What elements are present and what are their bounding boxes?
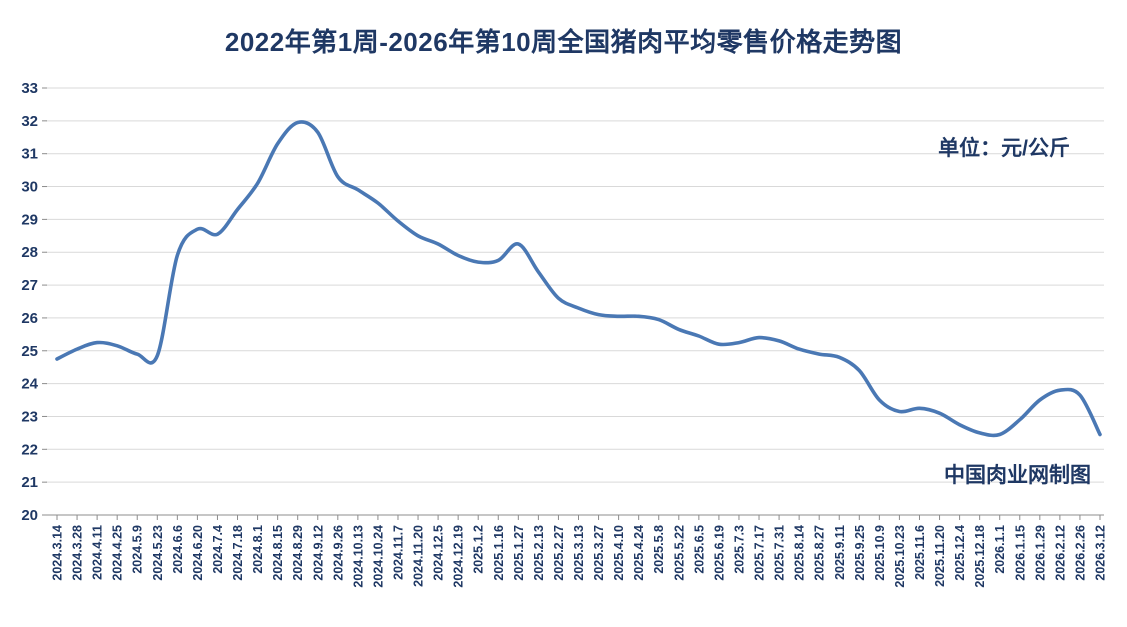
y-axis-label: 23 xyxy=(21,408,38,425)
x-axis-label: 2025.8.27 xyxy=(813,525,827,581)
y-axis-label: 30 xyxy=(21,179,38,196)
x-axis-label: 2026.1.29 xyxy=(1033,525,1047,581)
x-axis-label: 2024.10.13 xyxy=(351,525,365,588)
x-axis-label: 2025.9.25 xyxy=(853,525,867,581)
x-axis-label: 2025.5.22 xyxy=(672,525,686,581)
x-axis-label: 2025.7.3 xyxy=(732,525,746,574)
x-axis-label: 2024.11.20 xyxy=(412,525,426,587)
x-axis-label: 2025.12.4 xyxy=(953,525,967,581)
x-axis-label: 2025.1.2 xyxy=(472,525,486,574)
x-axis-label: 2024.12.19 xyxy=(452,525,466,588)
x-axis-label: 2025.4.24 xyxy=(632,525,646,581)
y-axis-label: 28 xyxy=(21,244,38,261)
x-axis-label: 2025.4.10 xyxy=(612,525,626,581)
x-axis-label: 2025.6.5 xyxy=(692,525,706,574)
x-axis-label: 2026.2.26 xyxy=(1073,525,1087,581)
y-axis-label: 31 xyxy=(21,146,38,163)
x-axis-label: 2025.2.13 xyxy=(532,525,546,581)
price-series-line xyxy=(55,120,1102,438)
x-axis-label: 2024.8.15 xyxy=(271,525,285,581)
y-axis-label: 20 xyxy=(21,507,38,524)
x-axis-label: 2024.8.1 xyxy=(251,525,265,574)
x-axis-label: 2024.7.18 xyxy=(231,525,245,581)
x-axis-label: 2025.3.27 xyxy=(592,525,606,581)
x-axis-label: 2026.2.12 xyxy=(1053,525,1067,581)
unit-label: 单位：元/公斤 xyxy=(938,137,1070,160)
chart-title: 2022年第1周-2026年第10周全国猪肉平均零售价格走势图 xyxy=(224,27,903,57)
y-axis-label: 26 xyxy=(21,310,38,327)
x-axis-label: 2025.11.6 xyxy=(913,525,927,580)
x-axis-label: 2025.10.23 xyxy=(893,525,907,588)
x-axis-label: 2026.1.1 xyxy=(993,525,1007,574)
x-axis-label: 2026.1.15 xyxy=(1013,525,1027,581)
x-axis-label: 2025.8.14 xyxy=(793,525,807,581)
y-axis-label: 33 xyxy=(21,80,38,97)
x-axis-label: 2024.5.23 xyxy=(151,525,165,581)
x-axis-label: 2025.11.20 xyxy=(933,525,947,587)
x-axis-label: 2024.10.24 xyxy=(371,525,385,588)
y-axis-label: 32 xyxy=(21,113,38,130)
x-axis-label: 2025.10.9 xyxy=(873,525,887,581)
x-axis-label: 2024.12.5 xyxy=(432,525,446,581)
x-axis-label: 2024.8.29 xyxy=(291,525,305,581)
x-axis-label: 2024.11.7 xyxy=(391,525,405,580)
x-axis-label: 2025.9.11 xyxy=(833,525,847,580)
x-axis-label: 2025.7.31 xyxy=(773,525,787,581)
x-axis-label: 2024.7.4 xyxy=(211,525,225,574)
y-axis-label: 21 xyxy=(21,474,38,491)
x-axis-label: 2024.9.26 xyxy=(331,525,345,581)
x-axis-label: 2025.7.17 xyxy=(753,525,767,581)
x-axis-label: 2025.6.19 xyxy=(712,525,726,581)
x-axis-label: 2024.9.12 xyxy=(311,525,325,581)
x-axis-label: 2024.4.25 xyxy=(111,525,125,581)
x-axis-label: 2024.6.6 xyxy=(171,525,185,574)
x-axis-label: 2024.5.9 xyxy=(131,525,145,574)
x-axis-label: 2025.5.8 xyxy=(652,525,666,574)
x-axis-label: 2025.3.13 xyxy=(572,525,586,581)
y-axis-label: 27 xyxy=(21,277,38,294)
x-axis-label: 2024.3.28 xyxy=(71,525,85,581)
x-axis-label: 2024.3.14 xyxy=(51,525,65,581)
x-axis-label: 2024.4.11 xyxy=(91,525,105,580)
y-axis-label: 22 xyxy=(21,441,38,458)
x-axis-label: 2024.6.20 xyxy=(191,525,205,581)
x-axis-label: 2025.12.18 xyxy=(973,525,987,588)
y-axis-label: 29 xyxy=(21,211,38,228)
x-axis-label: 2025.1.27 xyxy=(512,525,526,581)
y-axis-label: 24 xyxy=(21,376,38,393)
x-axis-label: 2025.2.27 xyxy=(552,525,566,581)
credit-label: 中国肉业网制图 xyxy=(944,464,1091,487)
x-axis-label: 2025.1.16 xyxy=(492,525,506,581)
y-axis-label: 25 xyxy=(21,343,38,360)
x-axis-label: 2026.3.12 xyxy=(1094,525,1108,581)
